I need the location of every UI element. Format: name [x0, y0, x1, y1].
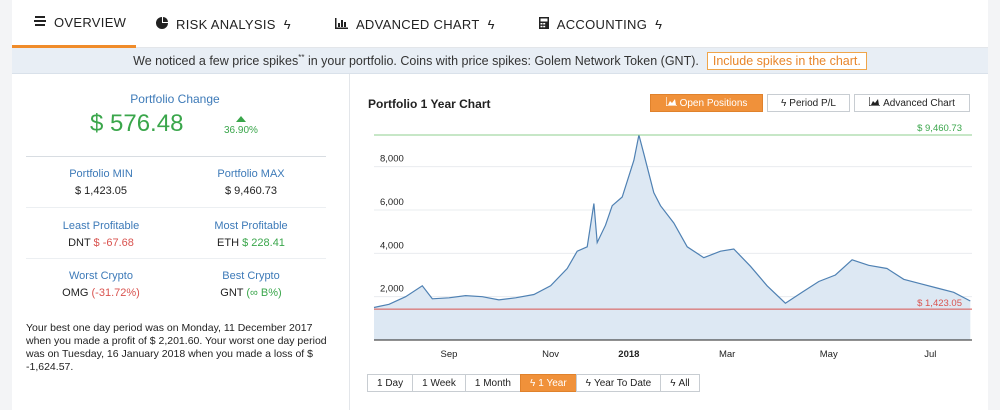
- tab-risk-analysis-label: RISK ANALYSIS: [176, 16, 276, 32]
- range-1-week[interactable]: 1 Week: [412, 374, 466, 392]
- portfolio-change-label: Portfolio Change: [130, 92, 220, 106]
- portfolio-min-label: Portfolio MIN: [69, 168, 133, 180]
- bolt-icon: ϟ: [670, 377, 676, 389]
- portfolio-min: Portfolio MIN $ 1,423.05: [26, 168, 176, 197]
- chart-title: Portfolio 1 Year Chart: [368, 97, 491, 111]
- range-1-day[interactable]: 1 Day: [367, 374, 414, 392]
- portfolio-summary-panel: Portfolio Change $ 576.48 36.90% Portfol…: [12, 74, 350, 410]
- most-profitable-label: Most Profitable: [214, 220, 288, 232]
- bolt-icon: ϟ: [585, 377, 591, 389]
- x-tick-label: Nov: [542, 349, 559, 360]
- open-positions-button[interactable]: Open Positions: [650, 94, 763, 112]
- worst-crypto-value: OMG (-31.72%): [62, 287, 140, 299]
- arrow-up-icon: [236, 116, 246, 122]
- tab-overview-label: OVERVIEW: [54, 15, 127, 30]
- y-tick-label: 2,000: [380, 284, 404, 295]
- tab-advanced-chart-label: ADVANCED CHART: [355, 16, 480, 32]
- x-tick-label: Jul: [924, 349, 936, 360]
- pie-icon: [156, 16, 168, 32]
- layers-icon: [34, 15, 46, 30]
- worst-crypto: Worst Crypto OMG (-31.72%): [26, 270, 176, 299]
- include-spikes-link[interactable]: Include spikes in the chart.: [706, 51, 867, 70]
- bolt-icon: ϟ: [781, 97, 787, 109]
- least-profitable: Least Profitable DNT $ -67.68: [26, 220, 176, 249]
- tab-advanced-chart[interactable]: ADVANCED CHART ϟ: [313, 0, 517, 48]
- portfolio-max: Portfolio MAX $ 9,460.73: [176, 168, 326, 197]
- portfolio-min-value: $ 1,423.05: [75, 185, 127, 197]
- least-profitable-label: Least Profitable: [62, 220, 140, 232]
- tab-bar: OVERVIEW RISK ANALYSIS ϟ ADVANCED CHART …: [12, 0, 988, 48]
- x-tick-label: Sep: [441, 349, 458, 360]
- divider: [26, 258, 326, 259]
- bolt-icon: ϟ: [487, 16, 495, 32]
- portfolio-max-value: $ 9,460.73: [225, 185, 277, 197]
- calculator-icon: [538, 16, 549, 32]
- chart-panel: Portfolio 1 Year Chart Open Positions ϟ …: [352, 74, 988, 410]
- best-crypto: Best Crypto GNT (∞ B%): [176, 270, 326, 299]
- divider: [26, 156, 326, 157]
- tab-accounting-label: ACCOUNTING: [556, 16, 648, 32]
- x-tick-label: May: [820, 349, 838, 360]
- portfolio-change-value: $ 576.48: [90, 110, 184, 137]
- series-area: [374, 135, 971, 340]
- max-label: $ 9,460.73: [917, 123, 962, 134]
- series-line: [373, 134, 971, 309]
- worst-crypto-label: Worst Crypto: [69, 270, 133, 282]
- y-tick-label: 6,000: [380, 197, 404, 208]
- price-spike-notice: We noticed a few price spikes** in your …: [12, 48, 988, 74]
- portfolio-change-percent: 36.90%: [224, 125, 258, 136]
- range-1-month[interactable]: 1 Month: [464, 374, 521, 392]
- area-chart-icon: [664, 97, 677, 109]
- area-chart-icon: [868, 97, 881, 109]
- min-label: $ 1,423.05: [917, 298, 962, 309]
- portfolio-max-label: Portfolio MAX: [217, 168, 285, 180]
- bolt-icon: ϟ: [283, 16, 291, 32]
- x-tick-label: 2018: [618, 349, 639, 360]
- most-profitable-value: ETH $ 228.41: [217, 237, 285, 249]
- app-frame: OVERVIEW RISK ANALYSIS ϟ ADVANCED CHART …: [12, 0, 988, 410]
- notice-text: We noticed a few price spikes** in your …: [133, 52, 699, 69]
- bolt-icon: ϟ: [655, 16, 663, 32]
- bar-chart-icon: [334, 17, 348, 32]
- advanced-chart-button[interactable]: Advanced Chart: [854, 94, 970, 112]
- bolt-icon: ϟ: [530, 377, 536, 389]
- range-all[interactable]: ϟ All: [660, 374, 700, 392]
- best-crypto-value: GNT (∞ B%): [220, 287, 282, 299]
- y-tick-label: 8,000: [380, 154, 404, 165]
- tab-risk-analysis[interactable]: RISK ANALYSIS ϟ: [136, 0, 313, 48]
- tab-accounting[interactable]: ACCOUNTING ϟ: [517, 0, 685, 48]
- x-tick-label: Mar: [719, 349, 735, 360]
- divider: [26, 207, 326, 208]
- tab-overview[interactable]: OVERVIEW: [12, 0, 136, 48]
- period-pl-button[interactable]: ϟ Period P/L: [767, 94, 850, 112]
- best-crypto-label: Best Crypto: [222, 270, 280, 282]
- most-profitable: Most Profitable ETH $ 228.41: [176, 220, 326, 249]
- best-worst-day-text: Your best one day period was on Monday, …: [26, 322, 327, 373]
- least-profitable-value: DNT $ -67.68: [68, 237, 134, 249]
- range-year-to-date[interactable]: ϟ Year To Date: [575, 374, 662, 392]
- y-tick-label: 4,000: [380, 240, 404, 251]
